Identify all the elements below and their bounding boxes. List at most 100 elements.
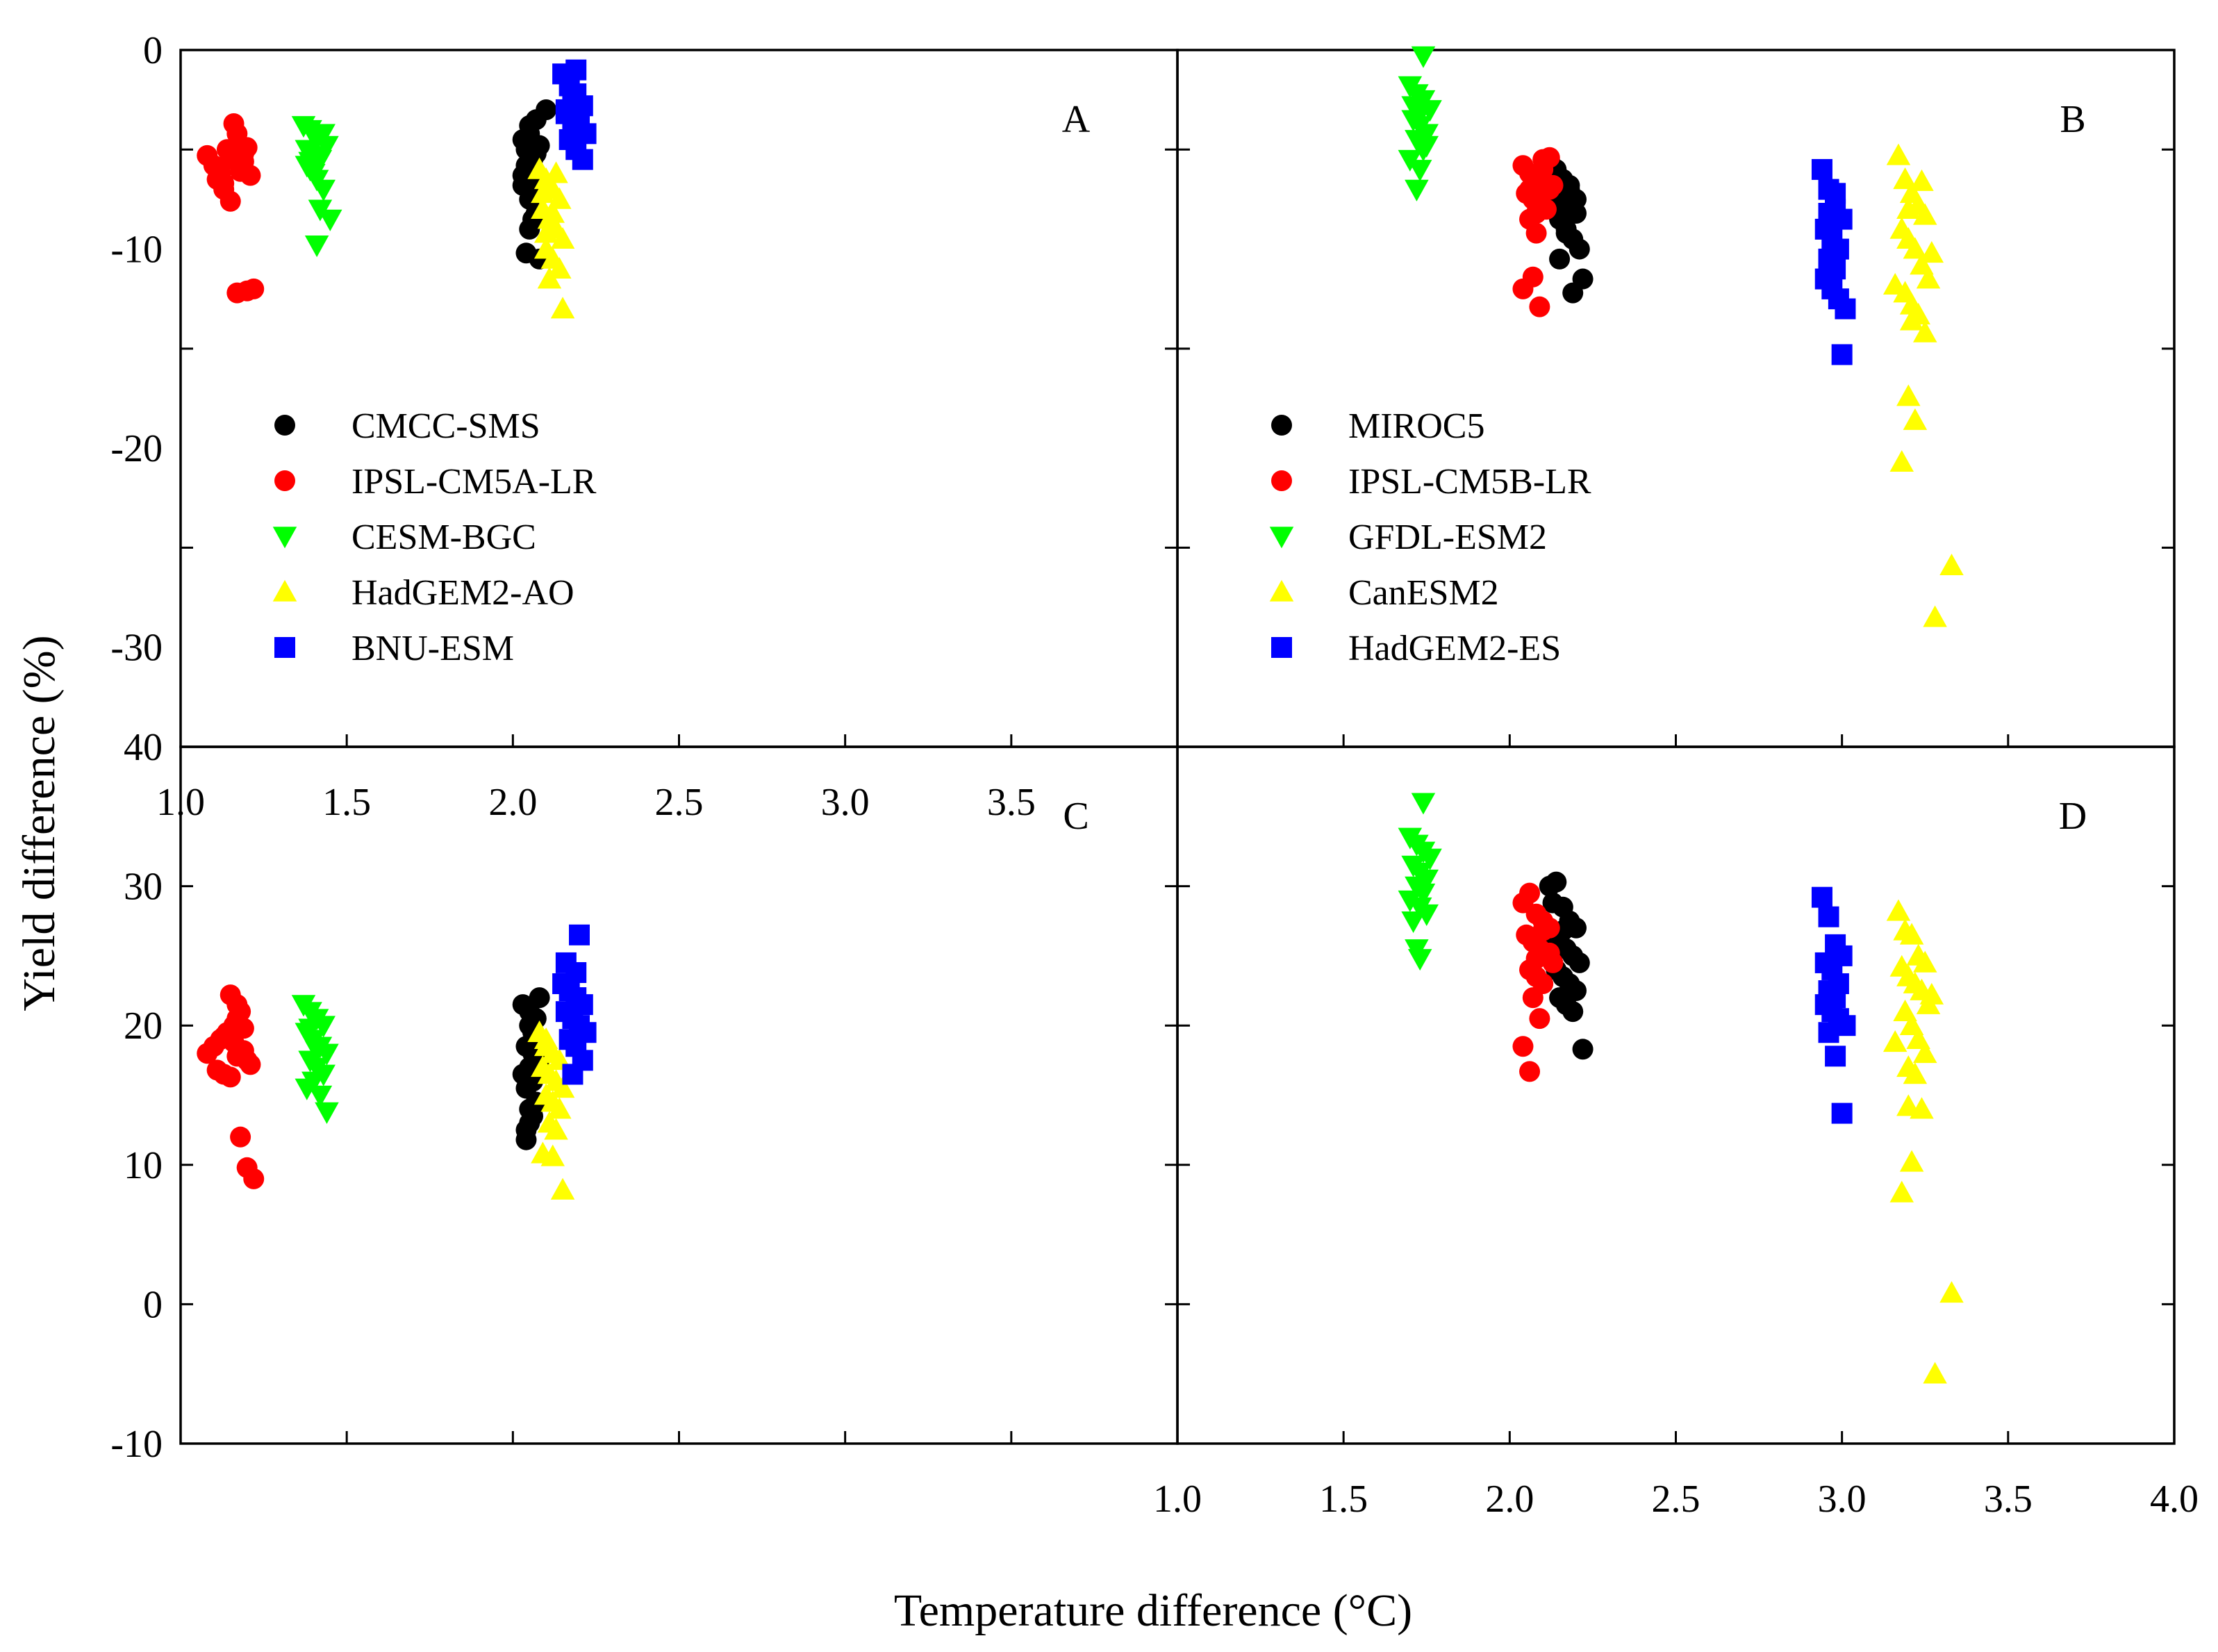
data-point bbox=[1919, 982, 1944, 1005]
x-tick-label: 1.5 bbox=[322, 781, 371, 824]
legend-marker bbox=[1271, 470, 1292, 491]
data-point bbox=[311, 1064, 336, 1087]
series-ipsl-cm5b-lr bbox=[1512, 147, 1564, 317]
legends: CMCC-SMS IPSL-CM5A-LR CESM-BGC HadGEM2-AO BN… bbox=[272, 406, 1591, 668]
data-point bbox=[1569, 952, 1590, 973]
data-point bbox=[308, 1085, 333, 1107]
y-tick-label: 10 bbox=[124, 1144, 163, 1187]
x-tick-label: 4.0 bbox=[2150, 1478, 2199, 1521]
data-point bbox=[311, 124, 336, 146]
series-gfdl-esm2 bbox=[1398, 46, 1442, 201]
panel-frame bbox=[179, 745, 1179, 1445]
data-point bbox=[315, 135, 339, 158]
data-point bbox=[1407, 949, 1432, 971]
data-point bbox=[550, 1178, 575, 1200]
y-tick-label: 30 bbox=[124, 866, 163, 909]
data-point bbox=[1549, 248, 1571, 270]
data-point bbox=[565, 59, 587, 81]
data-point bbox=[220, 1066, 241, 1088]
data-point bbox=[544, 161, 568, 183]
x-tick-label: 3.5 bbox=[1984, 1478, 2033, 1521]
data-point bbox=[1831, 344, 1853, 365]
data-point bbox=[1411, 883, 1436, 905]
data-point bbox=[550, 1076, 575, 1098]
data-point bbox=[531, 181, 555, 204]
y-tick-label: 0 bbox=[143, 1283, 163, 1326]
data-point bbox=[1825, 183, 1846, 204]
data-point bbox=[533, 221, 558, 243]
data-point bbox=[1532, 920, 1554, 941]
data-point bbox=[536, 99, 557, 120]
data-point bbox=[1407, 160, 1432, 182]
data-point bbox=[1411, 793, 1436, 815]
data-point bbox=[1525, 202, 1547, 224]
data-point bbox=[226, 1046, 248, 1067]
data-marks bbox=[197, 46, 1964, 1384]
data-point bbox=[1522, 987, 1544, 1009]
series-canesm2 bbox=[1882, 899, 1964, 1384]
data-point bbox=[1939, 553, 1964, 576]
data-point bbox=[1532, 171, 1554, 192]
series-ipsl-cm5a-lr bbox=[197, 984, 265, 1189]
data-point bbox=[1916, 267, 1941, 289]
data-point bbox=[1811, 158, 1832, 180]
data-point bbox=[533, 1027, 558, 1050]
data-point bbox=[1913, 950, 1937, 973]
data-point bbox=[1539, 942, 1560, 964]
x-tick-label: 3.0 bbox=[1818, 1478, 1867, 1521]
data-point bbox=[1913, 320, 1937, 342]
data-point bbox=[1825, 1046, 1846, 1067]
data-point bbox=[1542, 892, 1564, 914]
legend-label: CMCC-SMS bbox=[351, 406, 540, 446]
data-point bbox=[562, 1064, 584, 1085]
data-point bbox=[1889, 1180, 1914, 1203]
panel-frame bbox=[179, 49, 1179, 748]
y-tick-label: -10 bbox=[110, 229, 163, 272]
data-point bbox=[311, 179, 336, 201]
series-bnu-esm bbox=[552, 59, 597, 170]
series-hadgem2-ao bbox=[527, 157, 575, 319]
data-point bbox=[295, 1078, 320, 1100]
legend-label: IPSL-CM5B-LR bbox=[1348, 462, 1591, 502]
panel-frame bbox=[1176, 49, 2176, 748]
data-point bbox=[519, 188, 540, 210]
data-point bbox=[315, 1102, 339, 1124]
legend-marker bbox=[274, 415, 295, 436]
data-point bbox=[1519, 1061, 1541, 1082]
legend-marker bbox=[1271, 415, 1292, 436]
data-point bbox=[1522, 266, 1544, 288]
series-gfdl-esm2 bbox=[1398, 793, 1442, 971]
data-point bbox=[1896, 197, 1921, 220]
data-point bbox=[226, 282, 248, 304]
x-tick-label: 2.5 bbox=[655, 781, 704, 824]
series-ipsl-cm5b-lr bbox=[1512, 882, 1564, 1082]
series-hadgem2-es bbox=[1811, 886, 1856, 1124]
y-tick-label: 40 bbox=[124, 726, 163, 769]
data-point bbox=[1923, 605, 1947, 627]
data-point bbox=[1899, 923, 1924, 945]
x-tick-label: 1.0 bbox=[1153, 1478, 1202, 1521]
x-tick-label: 2.0 bbox=[1485, 1478, 1534, 1521]
data-point bbox=[1923, 1362, 1947, 1384]
data-point bbox=[515, 1129, 537, 1150]
data-point bbox=[213, 1026, 235, 1048]
data-point bbox=[1910, 1097, 1934, 1119]
data-point bbox=[1569, 238, 1590, 260]
data-point bbox=[1811, 886, 1832, 908]
x-axis-title: Temperature difference (°C) bbox=[894, 1585, 1412, 1636]
data-point bbox=[1886, 899, 1911, 921]
data-point bbox=[1882, 272, 1907, 295]
data-point bbox=[1919, 241, 1944, 263]
data-point bbox=[298, 151, 322, 174]
y-tick-label: 0 bbox=[143, 29, 163, 72]
data-point bbox=[1407, 104, 1432, 126]
data-point bbox=[1546, 871, 1567, 893]
data-point bbox=[1835, 298, 1856, 320]
legend-marker bbox=[274, 637, 295, 658]
data-point bbox=[243, 278, 265, 299]
legend-label: GFDL-ESM2 bbox=[1348, 518, 1547, 557]
data-point bbox=[565, 961, 587, 983]
legend-marker bbox=[274, 470, 295, 491]
data-point bbox=[1899, 1150, 1924, 1172]
data-point bbox=[298, 1018, 322, 1041]
